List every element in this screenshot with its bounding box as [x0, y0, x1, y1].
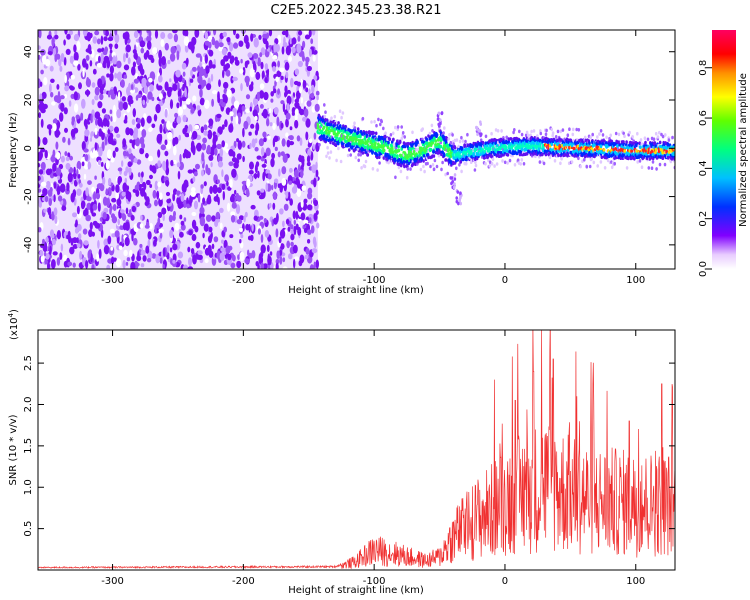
spectrogram-ytick-label: -40 [23, 237, 34, 253]
spectrogram-y-axis: -40 -20 0 20 40 [23, 45, 675, 253]
snr-y-axis: 0.5 1.0 1.5 2.0 2.5 [23, 355, 675, 537]
snr-series-line [38, 330, 675, 570]
snr-ytick-label: 1.5 [23, 438, 34, 454]
snr-x-axis: -300 -200 -100 0 100 [101, 330, 645, 587]
snr-xtick-label: -300 [101, 576, 124, 587]
spectrogram-ytick-label: 20 [23, 94, 34, 107]
spectrogram-xtick-label: 0 [502, 275, 508, 286]
colorbar-tick-label: 0.2 [698, 211, 709, 227]
spectrogram-ytick-label: 0 [23, 145, 34, 151]
snr-ytick-label: 2.5 [23, 355, 34, 371]
spectrogram-xtick-label: -200 [232, 275, 255, 286]
snr-ytick-label: 0.5 [23, 521, 34, 537]
colorbar-label: Normalized spectral amplitude [738, 73, 749, 227]
snr-ytick-label: 1.0 [23, 479, 34, 495]
snr-xtick-label: 0 [502, 576, 508, 587]
colorbar-tick-label: 0.0 [698, 261, 709, 277]
snr-xlabel: Height of straight line (km) [288, 585, 424, 596]
spectrogram-frame [37, 29, 676, 270]
colorbar-gradient [712, 30, 736, 269]
colorbar: 0.0 0.2 0.4 0.6 0.8 Normalized spectral ampl… [698, 30, 749, 277]
spectrogram-xlabel: Height of straight line (km) [288, 285, 424, 296]
snr-ylabel: SNR (10 * v/v) [8, 414, 19, 485]
colorbar-tick-label: 0.6 [698, 110, 709, 126]
figure-title: C2E5.2022.345.23.38.R21 [270, 3, 441, 18]
colorbar-tick-label: 0.4 [698, 160, 709, 176]
spectrogram-ytick-label: 40 [23, 45, 34, 58]
colorbar-tick-label: 0.8 [698, 60, 709, 76]
spectrogram-xtick-label: 100 [626, 275, 645, 286]
snr-xtick-label: -200 [232, 576, 255, 587]
signal-track [316, 103, 675, 206]
snr-scale-label: (x104) [7, 309, 20, 340]
snr-ytick-label: 2.0 [23, 397, 34, 413]
spectrogram-x-axis: -300 -200 -100 0 100 [101, 30, 645, 286]
colorbar-ticks: 0.0 0.2 0.4 0.6 0.8 [698, 60, 712, 277]
snr-panel: -300 -200 -100 0 100 0.5 1.0 1.5 2.0 2.5 Height … [7, 309, 676, 596]
snr-xtick-label: 100 [626, 576, 645, 587]
spectrogram-xtick-label: -100 [363, 275, 386, 286]
snr-frame [37, 329, 676, 571]
spectrogram-ytick-label: -20 [23, 188, 34, 204]
snr-xtick-label: -100 [363, 576, 386, 587]
spectrogram-xtick-label: -300 [101, 275, 124, 286]
spectrogram-ylabel: Frequency (Hz) [8, 112, 19, 188]
spectrogram-image [38, 30, 675, 269]
noise-speckles [38, 30, 320, 269]
